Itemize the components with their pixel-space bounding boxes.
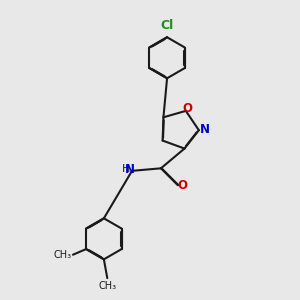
Text: Cl: Cl bbox=[160, 19, 174, 32]
Text: CH₃: CH₃ bbox=[98, 281, 116, 291]
Text: CH₃: CH₃ bbox=[53, 250, 71, 260]
Text: H: H bbox=[122, 164, 130, 174]
Text: N: N bbox=[125, 163, 135, 176]
Text: O: O bbox=[182, 102, 192, 115]
Text: O: O bbox=[177, 179, 187, 192]
Text: N: N bbox=[200, 123, 210, 136]
